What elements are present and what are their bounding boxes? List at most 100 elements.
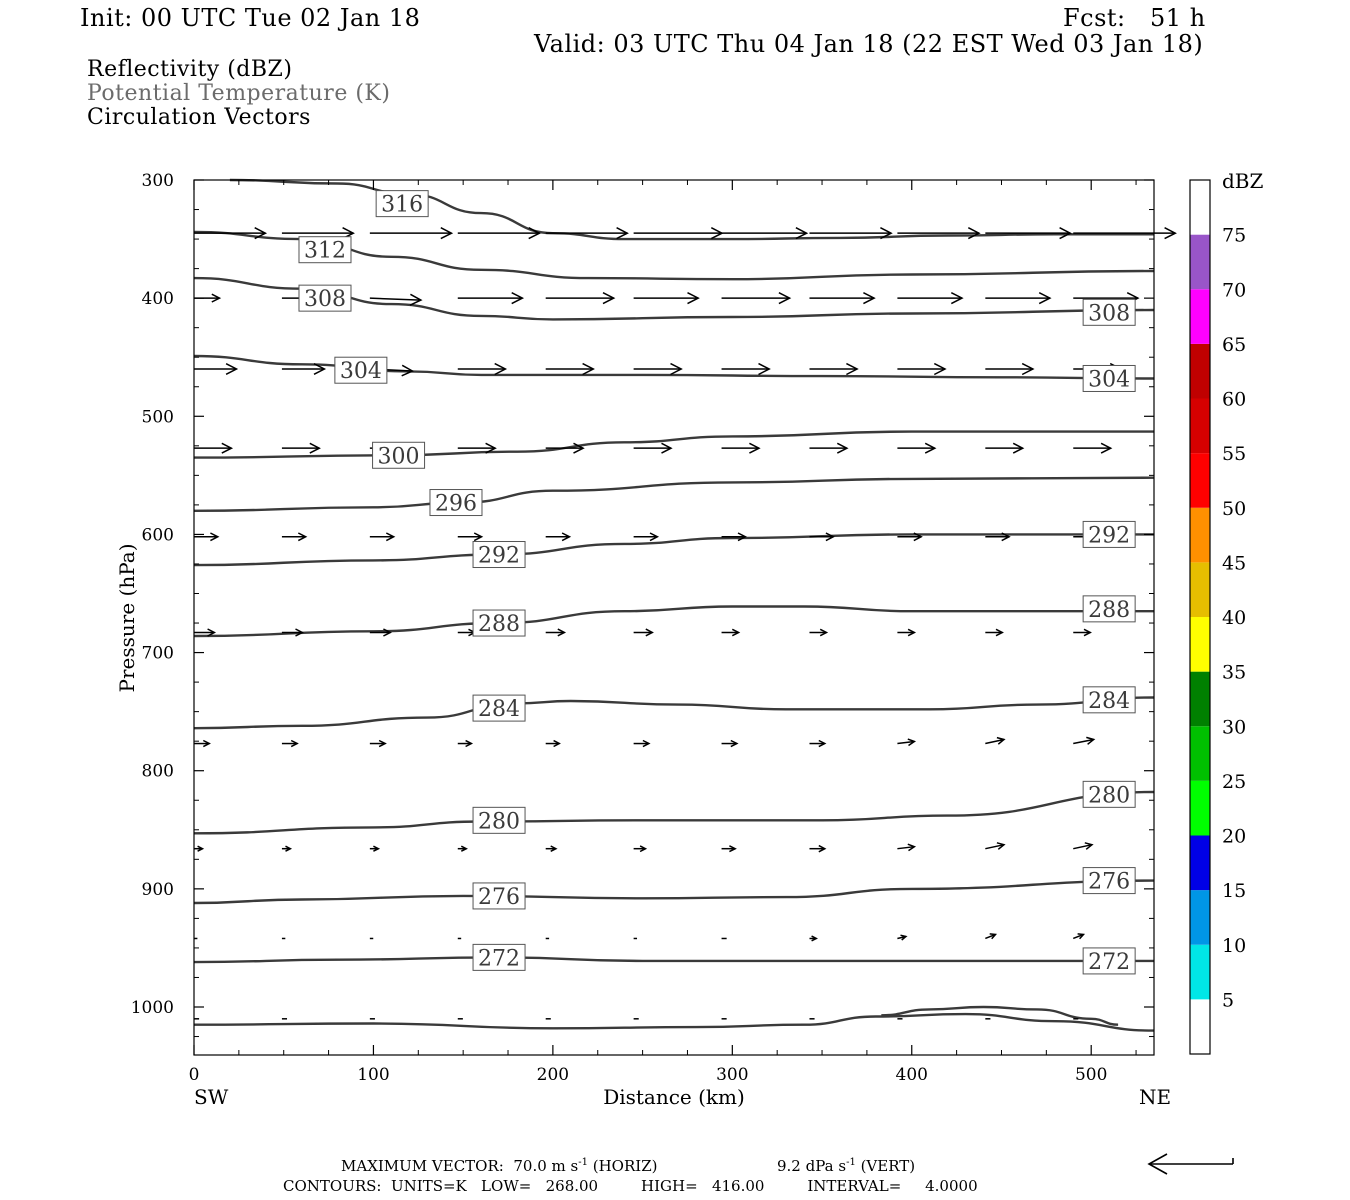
circulation-vector-head (385, 532, 396, 542)
circulation-vector-head (1083, 628, 1092, 637)
circulation-vector-head (297, 532, 308, 542)
circulation-vector (985, 843, 1005, 850)
circulation-vector-head (1059, 227, 1072, 240)
circulation-vector-head (819, 628, 829, 637)
circulation-vector-head (1077, 933, 1086, 940)
circulation-vector (897, 845, 915, 850)
y-tick-label: 700 (142, 644, 174, 664)
circulation-vector-head (485, 442, 497, 454)
circulation-vector-head (511, 292, 525, 305)
contour-label-284: 284 (1088, 689, 1130, 714)
colorbar-tick-label: 70 (1222, 279, 1246, 301)
contour-label-box (1082, 364, 1136, 392)
circulation-vector-head (924, 442, 937, 454)
circulation-vector-head (285, 845, 293, 852)
contour-label-box (472, 943, 526, 971)
contour-label-316: 316 (381, 193, 423, 218)
circulation-vector-head (616, 227, 629, 240)
colorbar-tick-label: 45 (1222, 552, 1246, 574)
circulation-vector-head (290, 739, 299, 748)
colorbar-bin-55 (1190, 398, 1210, 454)
circulation-vector-head (401, 364, 415, 377)
max-vector-vert-value: 9.2 dPa s (777, 1157, 847, 1175)
colorbar-bin-25 (1190, 726, 1210, 781)
circulation-vector-head (846, 362, 859, 376)
contour-label-304: 304 (1088, 367, 1130, 392)
colorbar-tick-label: 65 (1222, 334, 1246, 356)
circulation-vector-head (225, 363, 239, 375)
x-tick-label: 400 (896, 1065, 928, 1085)
contour-label-box (1082, 520, 1136, 548)
circulation-vector-head (1038, 292, 1052, 305)
colorbar-tick-label: 40 (1222, 607, 1246, 629)
colorbar-bin-65 (1190, 289, 1210, 344)
circulation-vector-head (639, 845, 648, 853)
circulation-vector (369, 297, 421, 301)
contour-label-box (472, 806, 526, 834)
circulation-vector-head (642, 739, 651, 748)
contour-label-308: 308 (1088, 301, 1130, 326)
circulation-vector-head (995, 628, 1004, 637)
circulation-vector-head (550, 845, 558, 852)
circulation-vector-head (907, 843, 917, 852)
contour-284 (193, 696, 1155, 730)
max-vector-vert-info: 9.2 dPa s-1 (VERT) (777, 1157, 915, 1175)
colorbar-tick-label: 20 (1222, 826, 1246, 848)
x-tick-label: 0 (189, 1065, 200, 1085)
circulation-vector-head (818, 844, 827, 853)
contour-label-300: 300 (378, 444, 420, 469)
circulation-vector-head (1001, 532, 1011, 542)
contour-268 (881, 1005, 1119, 1026)
circulation-vector-head (687, 292, 700, 305)
circulation-vector-head (825, 532, 835, 542)
circulation-vector-head (460, 845, 468, 852)
contour-label-box (472, 541, 526, 569)
circulation-vector-head (737, 532, 748, 542)
circulation-vector-head (582, 362, 595, 376)
circulation-vector-head (818, 739, 827, 748)
circulation-vector-head (440, 227, 454, 240)
circulation-vector-head (933, 362, 947, 376)
circulation-vector-head (907, 738, 917, 747)
contour-label-296: 296 (435, 492, 477, 517)
max-vector-horiz-exponent: -1 (578, 1157, 588, 1168)
circulation-vector-head (661, 442, 673, 454)
y-tick-label: 1000 (131, 998, 174, 1018)
contour-label-288: 288 (478, 612, 520, 637)
circulation-vector (897, 740, 915, 745)
x-tick-label: 500 (1075, 1065, 1107, 1085)
contour-label-304: 304 (340, 359, 382, 384)
colorbar-tick-label: 25 (1222, 771, 1246, 793)
circulation-vector-head (383, 628, 392, 637)
circulation-vector (985, 738, 1005, 745)
contour-label-276: 276 (478, 885, 520, 910)
contour-288 (193, 605, 1154, 638)
contour-label-288: 288 (1088, 598, 1130, 623)
contour-label-box (1082, 867, 1136, 895)
contour-268 (193, 1012, 1155, 1032)
axes-layer: 300 400 500 600 700 800 900 1000 0 100 200 300 400 50… (131, 171, 1154, 1085)
circulation-vector-head (950, 292, 964, 305)
contour-label-box (1082, 947, 1136, 975)
contour-label-box (375, 190, 429, 218)
contour-label-272: 272 (1088, 950, 1130, 975)
contour-label-280: 280 (1088, 783, 1130, 808)
init-time: Init: 00 UTC Tue 02 Jan 18 (80, 4, 421, 32)
contour-label-292: 292 (1088, 523, 1130, 548)
circulation-vector-head (1012, 442, 1025, 454)
valid-time: Valid: 03 UTC Thu 04 Jan 18 (22 EST Wed … (534, 30, 1204, 58)
reference-vector-icon (1147, 1153, 1234, 1175)
circulation-vector-head (557, 628, 567, 637)
circulation-vector-head (1100, 442, 1113, 454)
circulation-vector-head (1086, 736, 1096, 745)
y-tick-label: 800 (142, 762, 174, 782)
colorbar-tick-label: 5 (1222, 989, 1234, 1011)
contour-label-276: 276 (1088, 870, 1130, 895)
circulation-vector (1073, 843, 1093, 850)
y-tick-label: 300 (142, 171, 174, 191)
y-tick-label: 600 (142, 525, 174, 545)
colorbar-bin-15 (1190, 835, 1210, 891)
x-tick-label: 200 (537, 1065, 569, 1085)
circulation-vector-head (913, 532, 923, 542)
colorbar-frame (1189, 179, 1211, 1055)
